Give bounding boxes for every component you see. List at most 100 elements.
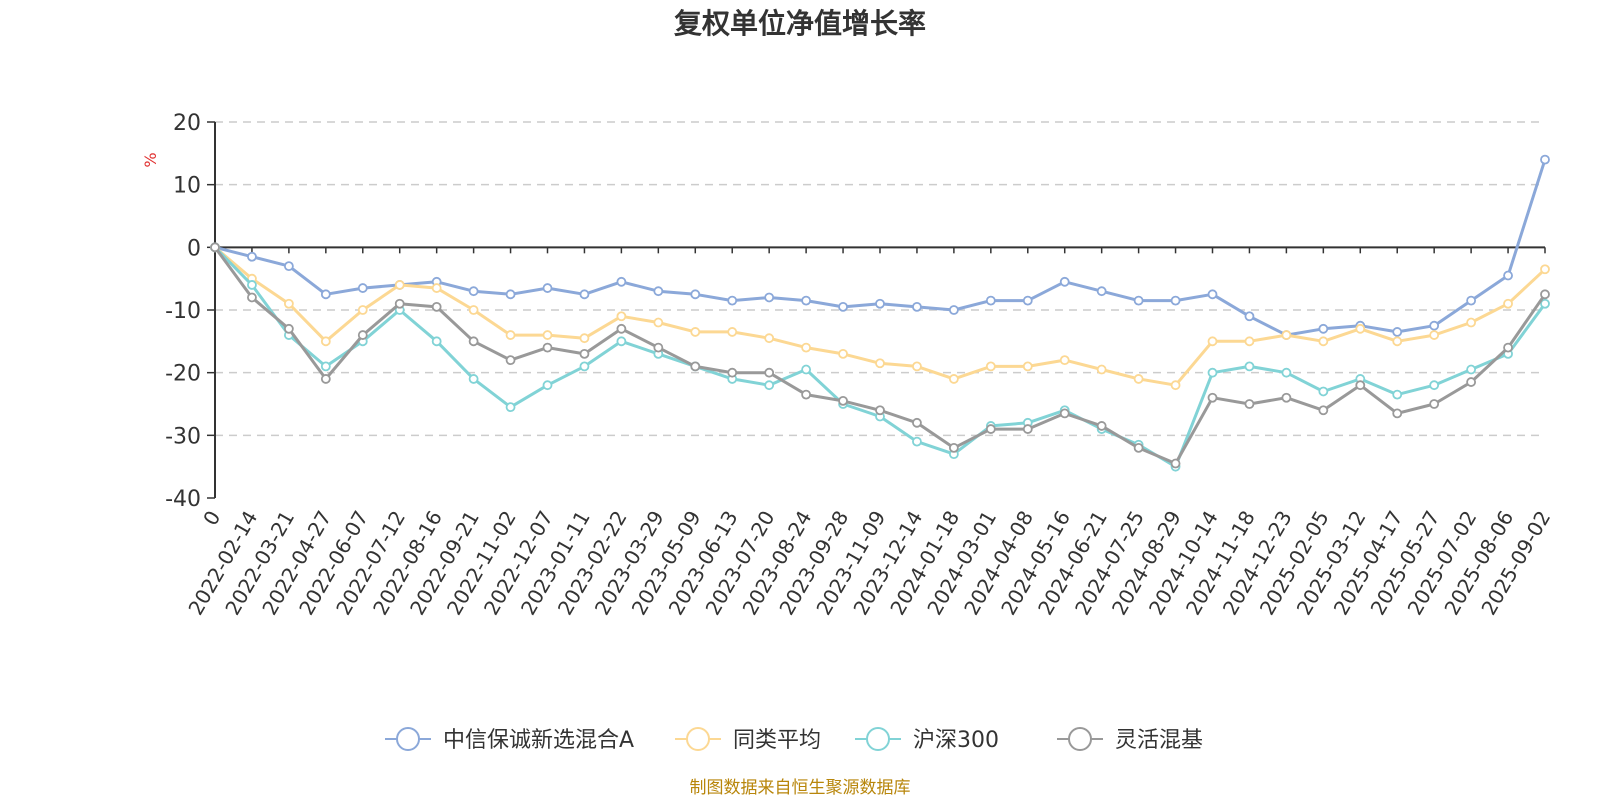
data-point [1540,264,1550,275]
data-point [1059,276,1070,287]
legend-marker [396,727,420,751]
data-point [801,342,812,353]
data-point [1503,270,1513,281]
data-point [320,374,331,384]
data-point [1540,289,1550,300]
legend-label: 中信保诚新选混合A [443,728,634,753]
data-point [1059,408,1070,419]
data-point [727,327,738,337]
data-point [727,295,738,306]
data-point [690,289,701,300]
data-point [579,348,590,359]
legend-label: 同类平均 [733,728,821,753]
data-point [210,242,220,253]
data-point [912,417,922,428]
series-line-2 [213,246,1547,469]
data-point [653,342,664,353]
data-point [801,295,812,306]
data-point [579,333,590,344]
data-point [985,361,996,372]
legend-item-3: 灵活混基 [1057,727,1203,753]
data-point [1466,295,1477,306]
data-point [542,330,553,340]
data-point [690,327,701,337]
data-point [320,289,331,300]
data-point [1318,386,1329,397]
y-tick-label: -30 [165,424,201,449]
data-point [948,442,959,453]
data-point [985,295,996,306]
data-point [283,323,294,334]
y-axis-unit: % [141,152,160,167]
data-point [468,286,479,297]
data-point [1244,336,1255,347]
data-point [1392,408,1403,419]
data-point [1133,374,1144,384]
data-point [985,424,996,434]
data-point [505,402,516,413]
y-tick-label: 10 [173,174,201,199]
data-point [1207,336,1218,347]
data-point [1466,317,1477,328]
legend-item-2: 沪深300 [855,727,999,753]
data-point [875,358,885,369]
data-point [801,364,812,375]
data-point [1281,392,1292,403]
data-point [1170,380,1181,391]
legend-item-1: 同类平均 [675,727,821,753]
data-point [1281,367,1292,378]
series-line-3 [213,246,1547,465]
data-point [1022,361,1033,372]
legend-marker [686,727,710,751]
data-point [690,361,701,372]
data-point [542,342,553,353]
data-point [875,298,885,309]
data-point [247,280,257,290]
data-point [1096,364,1107,375]
data-point [1503,298,1513,309]
data-point [431,283,442,293]
data-point [1022,295,1033,306]
data-point [1466,364,1477,375]
data-point [542,283,553,293]
legend-marker [866,727,890,751]
axes: 20100-10-20-30-4002022-02-142022-03-2120… [165,111,1555,619]
data-point [1429,380,1440,391]
data-point [468,336,479,347]
footer-source: 制图数据来自恒生聚源数据库 [690,778,911,798]
data-point [1207,289,1218,300]
data-point [1096,286,1107,297]
data-point [247,251,257,262]
data-point [505,355,516,366]
data-point [1355,380,1366,391]
data-point [653,317,664,328]
data-point [283,261,294,272]
data-point [283,298,294,309]
data-point [357,283,368,293]
data-point [764,367,775,378]
data-point [764,380,775,391]
data-point [357,330,368,340]
legend-marker [1068,727,1092,751]
y-tick-label: -40 [165,487,201,512]
data-point [1392,389,1403,400]
data-point [764,333,775,344]
data-point [1355,323,1366,334]
data-point [1133,295,1144,306]
data-point [542,380,553,391]
data-point [1540,298,1550,309]
data-point [764,292,775,303]
data-point [801,389,812,400]
data-point [1318,336,1329,347]
data-point [1170,458,1181,469]
y-tick-label: 20 [173,111,201,136]
data-point [1318,323,1329,334]
data-point [1281,330,1292,340]
data-point [468,374,479,384]
data-point [727,367,738,378]
data-point [1133,442,1144,453]
data-point [912,361,922,372]
data-point [1022,424,1033,434]
data-point [948,374,959,384]
legend: 中信保诚新选混合A 同类平均 沪深300 灵活混基 [385,727,1203,753]
